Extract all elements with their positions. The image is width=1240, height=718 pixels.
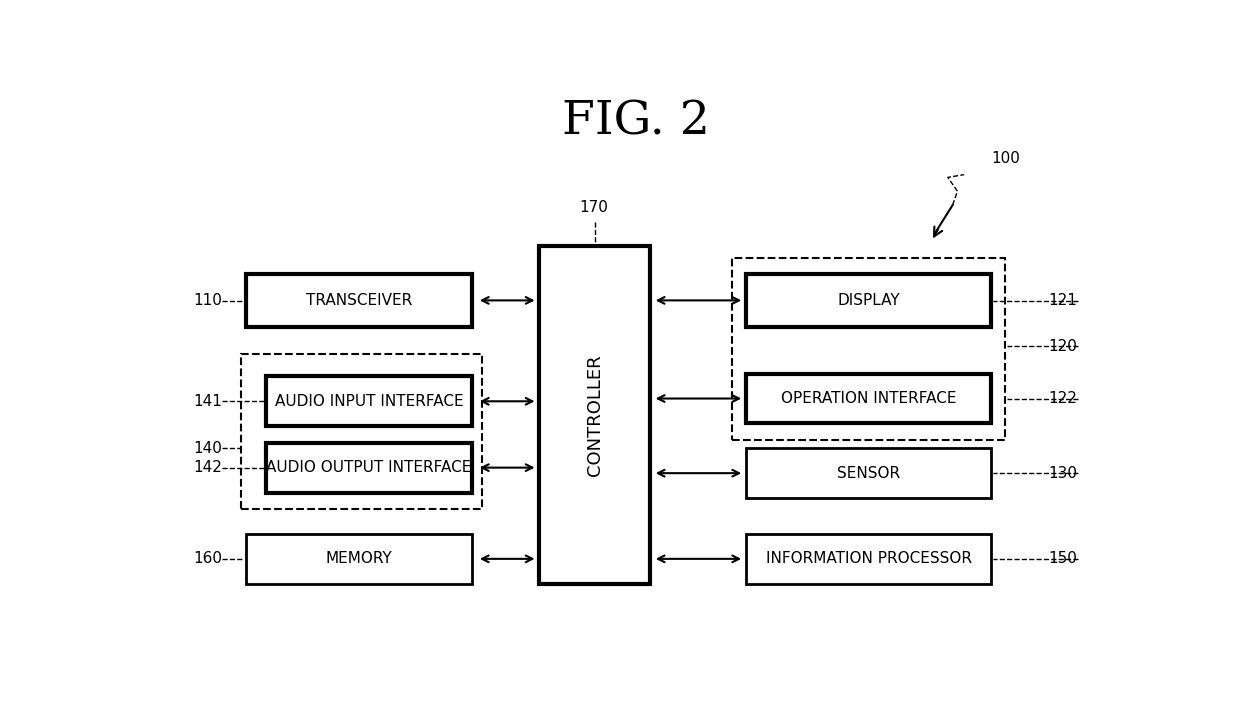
Text: 150: 150 (1049, 551, 1078, 567)
Text: AUDIO OUTPUT INTERFACE: AUDIO OUTPUT INTERFACE (267, 460, 471, 475)
Text: 100: 100 (991, 151, 1021, 166)
Bar (247, 274, 472, 327)
Bar (746, 274, 991, 327)
Text: 160: 160 (193, 551, 222, 567)
Text: CONTROLLER: CONTROLLER (585, 354, 604, 476)
Text: AUDIO INPUT INTERFACE: AUDIO INPUT INTERFACE (274, 393, 463, 409)
Bar (746, 448, 991, 498)
Bar (265, 376, 472, 426)
Bar (746, 373, 991, 424)
Text: 140: 140 (193, 441, 222, 456)
Bar (247, 534, 472, 584)
Bar (265, 443, 472, 493)
Bar (242, 354, 481, 509)
Text: OPERATION INTERFACE: OPERATION INTERFACE (781, 391, 956, 406)
Text: 170: 170 (580, 200, 609, 215)
Text: TRANSCEIVER: TRANSCEIVER (306, 293, 413, 308)
Bar (746, 534, 991, 584)
Text: 142: 142 (193, 460, 222, 475)
Text: 121: 121 (1049, 293, 1078, 308)
Text: 120: 120 (1049, 338, 1078, 353)
Text: INFORMATION PROCESSOR: INFORMATION PROCESSOR (765, 551, 972, 567)
Text: SENSOR: SENSOR (837, 466, 900, 480)
Bar (732, 258, 1006, 440)
Text: DISPLAY: DISPLAY (837, 293, 900, 308)
Text: 122: 122 (1049, 391, 1078, 406)
Text: 130: 130 (1049, 466, 1078, 480)
Text: 110: 110 (193, 293, 222, 308)
Text: MEMORY: MEMORY (326, 551, 393, 567)
Text: 141: 141 (193, 393, 222, 409)
Text: FIG. 2: FIG. 2 (562, 100, 709, 145)
Bar (539, 246, 650, 584)
